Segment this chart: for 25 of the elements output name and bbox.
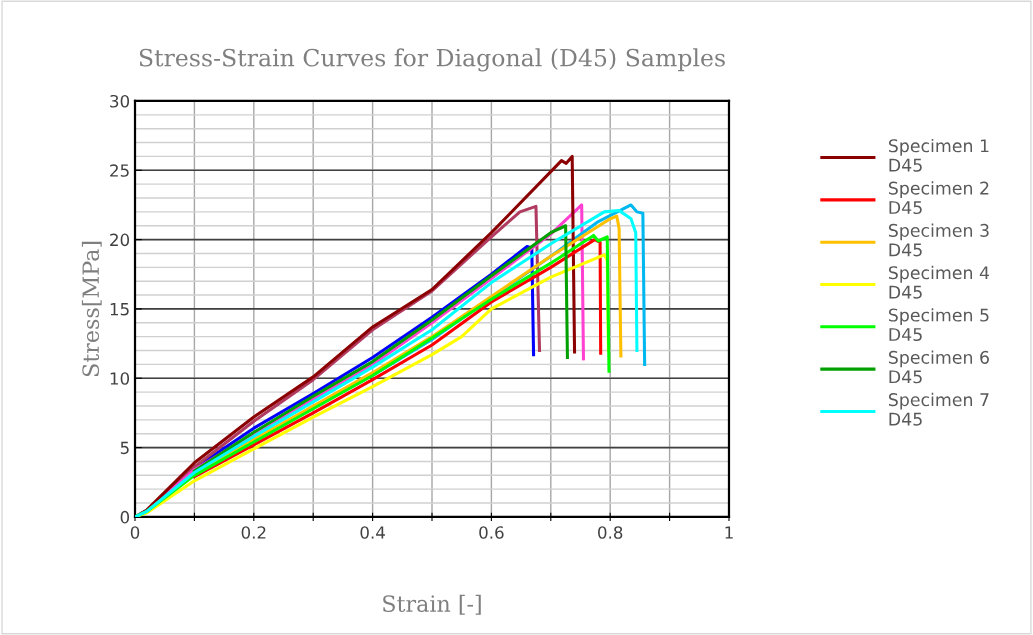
legend-label: Specimen 5 D45 [888, 308, 989, 342]
y-tick-label: 5 [120, 441, 129, 455]
y-tick-label: 10 [110, 372, 130, 385]
legend-label: Specimen 3 D45 [888, 223, 989, 257]
x-axis-title: Strain [-] [383, 594, 481, 615]
line-series [192, 224, 569, 473]
x-tick-label: 0 [130, 526, 140, 539]
chart-title: Stress-Strain Curves for Diagonal (D45) Samples [139, 48, 725, 72]
y-tick-label: 25 [110, 164, 129, 177]
x-tick-label: 0.6 [479, 526, 504, 539]
line-series [192, 238, 603, 479]
y-axis-title: Stress[MPa] [81, 241, 102, 377]
legend-label: Specimen 4 D45 [888, 265, 990, 299]
y-tick-label: 0 [120, 510, 130, 524]
y-tick-label: 30 [110, 94, 130, 108]
y-tick-label: 20 [110, 233, 130, 247]
x-tick-label: 0.8 [598, 526, 623, 539]
legend-label: Specimen 6 D45 [888, 350, 989, 384]
y-tick-label: 15 [110, 303, 129, 316]
legend-label: Specimen 1 D45 [888, 138, 989, 172]
legend-label: Specimen 7 D45 [888, 392, 989, 426]
x-tick-label: 1 [725, 526, 733, 539]
x-tick-label: 0.2 [241, 526, 266, 539]
legend-label: Specimen 2 D45 [888, 181, 989, 215]
x-tick-label: 0.4 [360, 526, 385, 539]
